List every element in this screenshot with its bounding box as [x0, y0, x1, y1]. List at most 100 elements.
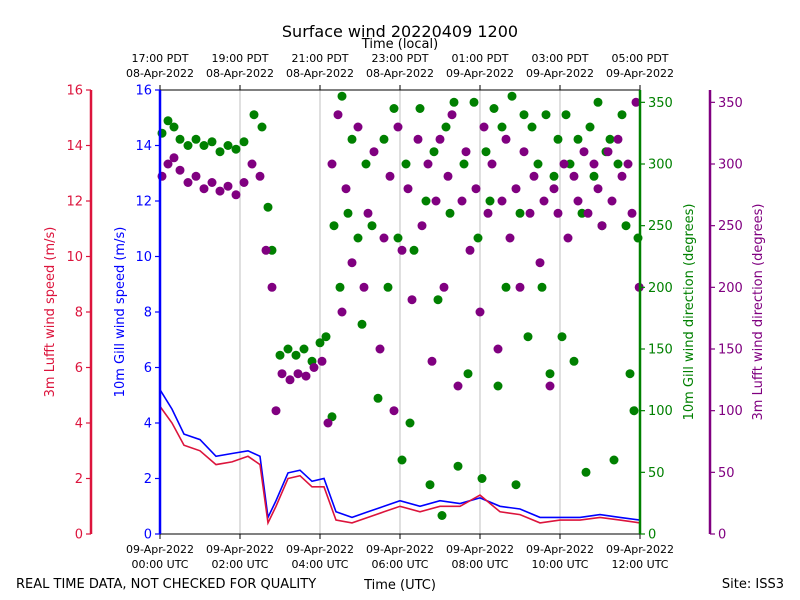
gill_dir-tick-label: 100: [648, 404, 673, 419]
data-point: [453, 381, 463, 391]
data-point: [553, 134, 563, 144]
data-point: [545, 381, 555, 391]
data-point: [529, 171, 539, 181]
data-point: [329, 221, 339, 231]
data-point: [487, 159, 497, 169]
top-tick-date: 08-Apr-2022: [366, 67, 434, 80]
gill-speed-axis-label: 10m Gill wind speed (m/s): [113, 227, 128, 398]
series-layer: [157, 91, 644, 526]
data-point: [511, 480, 521, 490]
data-point: [421, 196, 431, 206]
data-point: [285, 375, 295, 385]
data-point: [223, 141, 233, 150]
data-point: [379, 134, 389, 144]
gill_dir-tick-label: 350: [648, 96, 673, 111]
data-point: [553, 208, 563, 218]
gill_dir-tick-label: 150: [648, 343, 673, 358]
data-point: [569, 356, 579, 366]
data-point: [581, 467, 591, 477]
top-tick-date: 09-Apr-2022: [446, 67, 514, 80]
data-point: [613, 134, 623, 144]
data-point: [589, 171, 599, 181]
bottom-tick-date: 09-Apr-2022: [206, 543, 274, 556]
top-tick-date: 08-Apr-2022: [286, 67, 354, 80]
gill_dir-tick-label: 200: [648, 281, 673, 296]
data-point: [465, 245, 475, 255]
data-point: [445, 208, 455, 218]
data-point: [317, 356, 327, 366]
data-point: [267, 282, 277, 292]
gill_speed-tick-label: 12: [135, 195, 152, 210]
data-point: [397, 455, 407, 465]
data-point: [617, 110, 627, 120]
gill_dir-tick-label: 250: [648, 219, 673, 234]
data-point: [379, 233, 389, 243]
data-point: [481, 147, 491, 157]
data-point: [583, 208, 593, 218]
bottom-tick-date: 09-Apr-2022: [286, 543, 354, 556]
data-point: [309, 363, 319, 372]
lufft_speed-tick-label: 0: [75, 528, 83, 543]
data-point: [569, 171, 579, 181]
data-point: [375, 344, 385, 354]
data-point: [597, 221, 607, 231]
gill_speed-tick-label: 10: [135, 250, 152, 265]
top-tick-time: 05:00 PDT: [611, 52, 668, 65]
data-point: [629, 406, 639, 416]
data-point: [469, 97, 479, 107]
data-point: [215, 147, 225, 157]
data-point: [493, 381, 503, 391]
gill_speed-tick-label: 2: [144, 472, 152, 487]
lufft_dir-tick-label: 350: [718, 96, 743, 111]
data-point: [249, 110, 259, 120]
data-point: [239, 178, 249, 187]
data-point: [627, 208, 637, 218]
data-point: [333, 110, 343, 120]
lufft_dir-tick-label: 250: [718, 219, 743, 234]
data-point: [625, 369, 635, 379]
data-point: [475, 307, 485, 317]
bottom-tick-time: 00:00 UTC: [131, 558, 188, 571]
lufft_dir-tick-label: 100: [718, 404, 743, 419]
data-point: [199, 184, 209, 194]
top-tick-date: 08-Apr-2022: [206, 67, 274, 80]
site-label: Site: ISS3: [722, 577, 784, 592]
top-tick-time: 21:00 PDT: [291, 52, 348, 65]
data-point: [593, 97, 603, 107]
gill_dir-tick-label: 0: [648, 528, 656, 543]
data-point: [293, 369, 303, 379]
data-point: [453, 461, 463, 471]
top-tick-date: 08-Apr-2022: [126, 67, 194, 80]
bottom-tick-time: 04:00 UTC: [291, 558, 348, 571]
data-point: [519, 110, 529, 120]
data-point: [609, 455, 619, 465]
data-point: [353, 233, 363, 243]
data-point: [415, 104, 425, 113]
lufft_dir-tick-label: 0: [718, 528, 726, 543]
data-point: [435, 134, 445, 144]
bottom-tick-date: 09-Apr-2022: [606, 543, 674, 556]
lufft_dir-tick-label: 300: [718, 158, 743, 173]
data-point: [443, 171, 453, 181]
lufft-direction-axis-label: 3m Lufft wind direction (degrees): [751, 204, 766, 421]
data-point: [449, 97, 459, 107]
data-point: [347, 134, 357, 144]
data-point: [385, 171, 395, 181]
data-point: [231, 190, 241, 200]
data-point: [361, 159, 371, 169]
series-line: [159, 389, 641, 521]
data-point: [301, 371, 311, 381]
data-point: [337, 307, 347, 317]
data-point: [169, 153, 179, 163]
bottom-axis-label: Time (UTC): [363, 578, 436, 593]
data-point: [369, 147, 379, 157]
data-point: [515, 282, 525, 292]
data-point: [541, 110, 551, 120]
data-point: [631, 97, 641, 107]
data-point: [477, 474, 487, 483]
data-point: [539, 196, 549, 206]
data-point: [255, 171, 265, 181]
data-point: [423, 159, 433, 169]
data-point: [163, 159, 173, 169]
lufft_speed-tick-label: 4: [75, 417, 83, 432]
